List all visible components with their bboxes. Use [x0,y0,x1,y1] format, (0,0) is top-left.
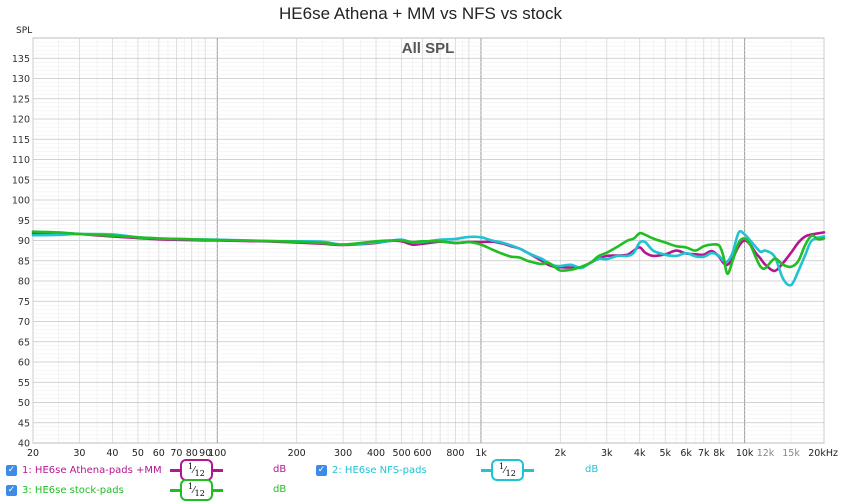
x-tick-label: 30 [73,448,85,458]
legend-name: HE6se Athena-pads +MM [34,464,162,476]
legend-unit: dB [585,464,599,475]
legend-line-swatch [170,468,180,472]
x-tick-label: 80 [186,448,198,458]
y-tick-label: 50 [18,398,30,409]
legend-line-swatch [212,488,223,492]
smoothing-control-3[interactable]: 1⁄12 [170,478,223,501]
legend-item-1[interactable]: ✓ 1: HE6se Athena-pads +MM [6,462,162,478]
y-tick-label: 130 [12,74,30,85]
y-tick-label: 100 [12,196,30,207]
y-tick-label: 95 [18,216,30,227]
legend-label: 1: HE6se Athena-pads +MM [22,465,162,476]
y-tick-label: 60 [18,358,30,369]
checkbox-icon[interactable]: ✓ [6,464,17,476]
y-tick-label: 45 [18,418,30,429]
x-tick-label: 6k [680,448,692,458]
x-tick-label: 500 [393,448,411,458]
legend-name: HE6se stock-pads [34,484,124,496]
smoothing-value[interactable]: 1⁄12 [491,458,524,482]
smoothing-value[interactable]: 1⁄12 [180,478,213,501]
y-tick-label: 90 [18,236,30,247]
legend-item-3[interactable]: ✓ 3: HE6se stock-pads [6,482,124,498]
x-tick-label: 1k [475,448,487,458]
smoothing-control-2[interactable]: 1⁄12 [481,458,534,482]
grid-lines [32,37,825,444]
y-tick-label: 70 [18,317,30,328]
legend-unit: dB [273,484,287,495]
y-tick-label: 120 [12,115,30,126]
smoothing-value[interactable]: 1⁄12 [180,458,213,482]
x-tick-label: 8k [713,448,725,458]
chart-inner-title: All SPL [402,40,455,57]
x-tick-label: 15k [782,448,800,458]
x-tick-label: 12k [757,448,775,458]
y-tick-label: 80 [18,277,30,288]
legend-label: 2: HE6se NFS-pads [332,465,427,476]
x-tick-label: 20 [27,448,39,458]
y-axis-label: SPL [16,26,32,36]
x-tick-label: 40 [106,448,118,458]
x-tick-label: 200 [288,448,306,458]
y-tick-label: 85 [18,256,30,267]
legend-number: 3: [22,484,32,496]
checkbox-icon[interactable]: ✓ [6,484,17,496]
y-tick-label: 55 [18,378,30,389]
smoothing-control-1[interactable]: 1⁄12 [170,458,223,482]
legend: ✓ 1: HE6se Athena-pads +MM 1⁄12 dB ✓ 2: … [0,458,841,501]
legend-label: 3: HE6se stock-pads [22,485,124,496]
x-tick-label: 2k [555,448,567,458]
y-tick-label: 75 [18,297,30,308]
x-tick-label: 90 [199,448,211,458]
legend-number: 2: [332,464,342,476]
x-tick-label: 800 [446,448,464,458]
y-tick-label: 110 [12,155,30,166]
x-tick-label: 400 [367,448,385,458]
legend-line-swatch [523,468,534,472]
series-lines [31,229,826,287]
y-tick-label: 65 [18,337,30,348]
legend-unit: dB [273,464,287,475]
x-tick-label: 3k [601,448,613,458]
x-tick-label: 20kHz [808,448,838,458]
legend-number: 1: [22,464,32,476]
legend-line-swatch [170,488,180,492]
x-tick-label: 60 [153,448,165,458]
x-tick-label: 5k [659,448,671,458]
legend-name: HE6se NFS-pads [344,464,427,476]
x-tick-label: 300 [334,448,352,458]
y-tick-label: 115 [12,135,30,146]
x-tick-label: 50 [132,448,144,458]
y-tick-label: 135 [12,54,30,65]
series-line-3 [31,230,826,276]
legend-line-swatch [212,468,223,472]
x-tick-label: 600 [413,448,431,458]
y-tick-label: 125 [12,94,30,105]
x-tick-label: 100 [208,448,226,458]
y-tick-label: 105 [12,175,30,186]
axis-labels: 40 45 50 55 60 65 70 75 80 85 90 95 100 105 110 115 120 1… [12,54,838,458]
x-tick-label: 7k [698,448,710,458]
page-title: HE6se Athena + MM vs NFS vs stock [279,4,562,23]
checkbox-icon[interactable]: ✓ [316,464,327,476]
y-tick-label: 40 [18,439,30,450]
spl-chart: 40 45 50 55 60 65 70 75 80 85 90 95 100 105 110 115 120 1… [12,26,838,458]
legend-item-2[interactable]: ✓ 2: HE6se NFS-pads [316,462,427,478]
x-tick-label: 70 [170,448,182,458]
x-tick-label: 4k [634,448,646,458]
x-tick-label: 10k [736,448,754,458]
legend-line-swatch [481,468,491,472]
